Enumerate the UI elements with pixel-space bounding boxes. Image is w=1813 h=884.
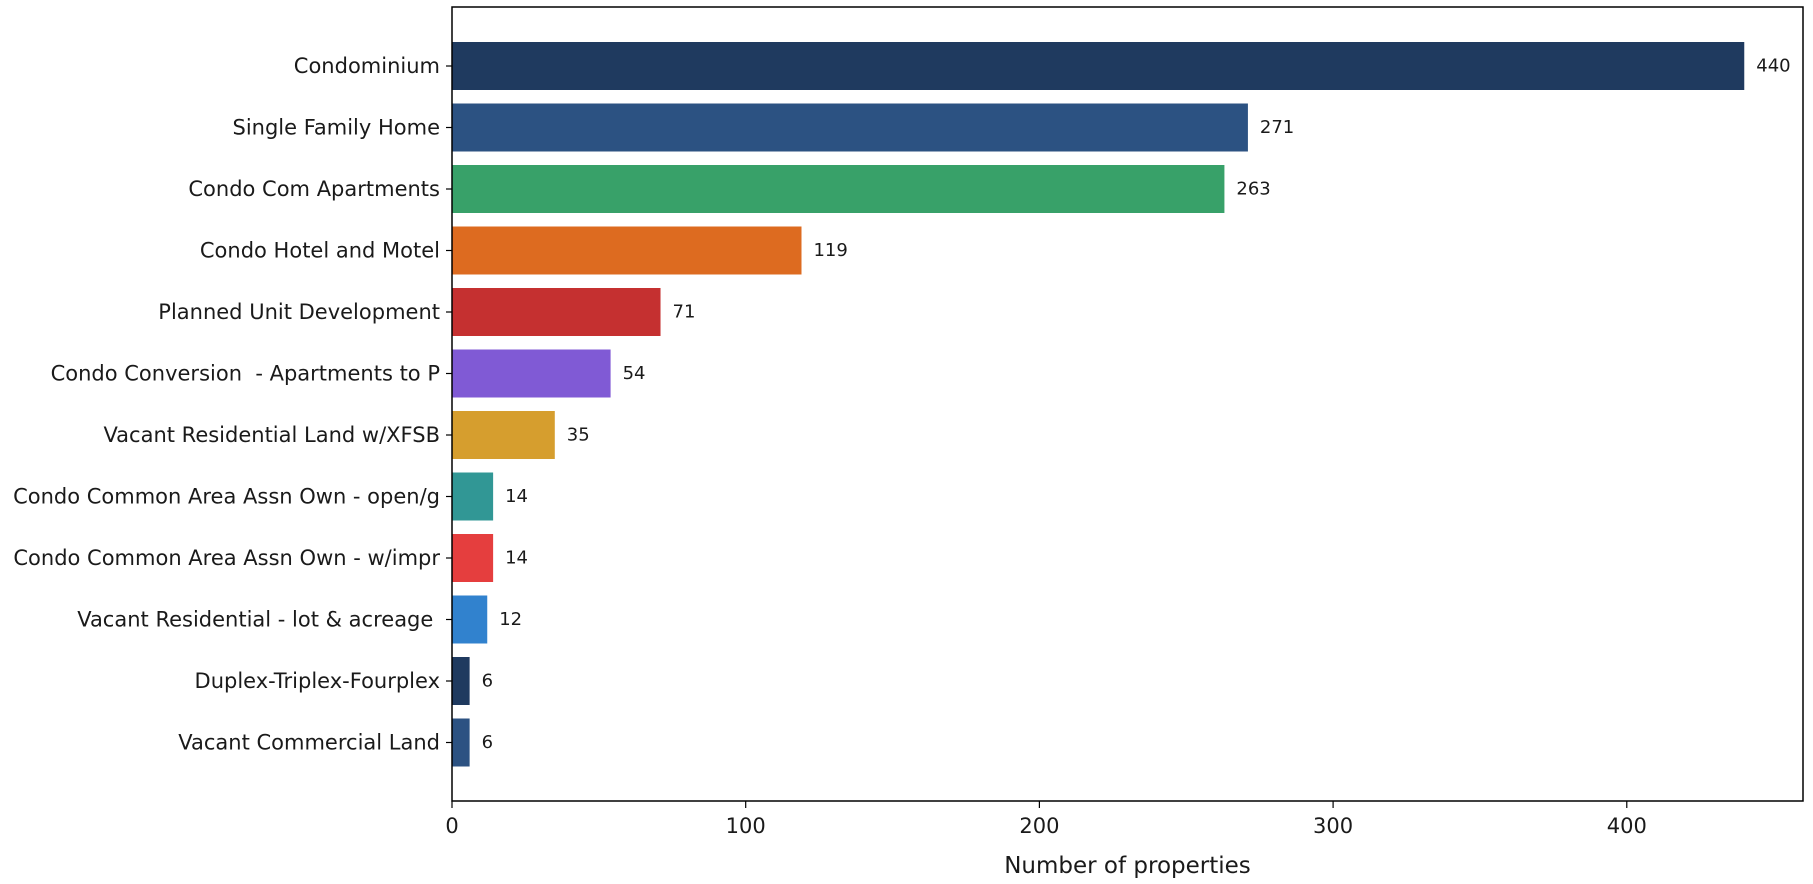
bar xyxy=(452,165,1225,213)
bar xyxy=(452,595,488,644)
bar-value-label: 54 xyxy=(623,363,646,384)
bar-value-label: 271 xyxy=(1260,117,1294,138)
x-tick-label: 0 xyxy=(445,814,458,838)
bar-value-label: 12 xyxy=(499,609,522,630)
x-axis-title: Number of properties xyxy=(1004,853,1251,879)
y-tick-label: Vacant Residential Land w/XFSB xyxy=(103,423,440,447)
y-tick-label: Condo Conversion - Apartments to P xyxy=(51,362,440,386)
x-tick-label: 200 xyxy=(1019,814,1059,838)
y-tick-label: Planned Unit Development xyxy=(158,300,440,324)
bar-value-label: 35 xyxy=(567,425,590,446)
bar-value-label: 119 xyxy=(813,240,847,261)
bar xyxy=(452,657,470,705)
x-tick-label: 100 xyxy=(726,814,766,838)
x-ticks-layer: 0 100 200 300 400 xyxy=(445,801,1647,838)
bar xyxy=(452,534,494,582)
bar-value-label: 440 xyxy=(1756,56,1790,77)
bar xyxy=(452,288,661,336)
y-tick-label: Duplex-Triplex-Fourplex xyxy=(195,669,440,693)
bar-value-label: 6 xyxy=(482,671,493,692)
x-tick-label: 300 xyxy=(1313,814,1353,838)
y-tick-label: Condo Hotel and Motel xyxy=(200,239,440,263)
bar xyxy=(452,472,494,521)
bar-value-label: 263 xyxy=(1236,179,1270,200)
bar-value-label: 14 xyxy=(505,486,528,507)
category-labels-layer: Condominium Single Family Home Condo Com A… xyxy=(13,54,452,755)
bars-layer xyxy=(452,42,1745,767)
bar xyxy=(452,103,1248,152)
y-tick-label: Vacant Commercial Land xyxy=(178,731,440,755)
y-tick-label: Condo Common Area Assn Own - open/g xyxy=(13,485,440,509)
y-tick-label: Vacant Residential - lot & acreage xyxy=(77,608,440,632)
bar xyxy=(452,411,555,459)
value-labels-layer: 440 271 263 119 71 54 35 14 14 12 6 6 xyxy=(482,56,1791,754)
bar xyxy=(452,226,802,275)
bar-value-label: 6 xyxy=(482,732,493,753)
plot-frame xyxy=(451,6,1804,802)
bar xyxy=(452,42,1745,90)
y-tick-label: Single Family Home xyxy=(233,116,441,140)
y-tick-label: Condo Com Apartments xyxy=(188,177,440,201)
bar-value-label: 71 xyxy=(673,302,696,323)
x-tick-label: 400 xyxy=(1607,814,1647,838)
y-tick-label: Condo Common Area Assn Own - w/impr xyxy=(13,546,440,570)
y-tick-label: Condominium xyxy=(294,54,440,78)
bar-value-label: 14 xyxy=(505,548,528,569)
bar xyxy=(452,349,611,398)
bar xyxy=(452,718,470,767)
